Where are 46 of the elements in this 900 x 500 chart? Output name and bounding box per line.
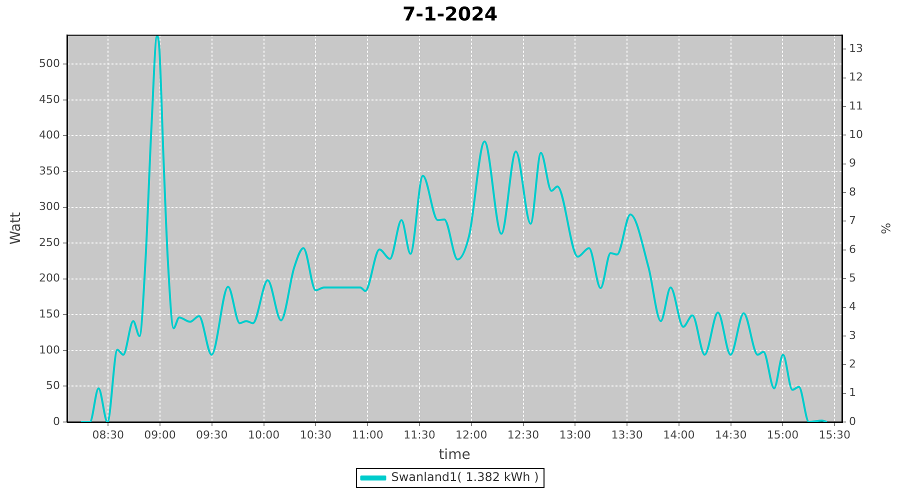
x-tick-label: 12:30 [507,428,540,442]
x-tick-label: 15:00 [766,428,799,442]
y2-tick-label: 11 [849,99,863,112]
x-tick-label: 15:30 [818,428,850,442]
y-tick-label: 100 [39,343,60,356]
y-tick-label: 300 [39,200,60,214]
y2-tick-label: 2 [849,357,856,370]
x-tick-label: 11:30 [404,428,436,442]
y-tick-label: 450 [39,92,60,106]
chart-title: 7-1-2024 [402,3,498,26]
y-tick-label: 500 [39,57,60,70]
y2-tick-label: 5 [849,271,856,284]
x-tick-label: 12:00 [456,428,488,442]
y-tick-label: 200 [39,272,60,285]
x-tick-label: 09:00 [144,428,176,442]
x-tick-label: 14:30 [714,428,747,442]
y2-tick-label: 0 [849,414,856,428]
y2-axis-title: % [878,222,893,234]
y-tick-label: 150 [39,308,60,321]
x-tick-label: 10:30 [300,428,332,442]
x-tick-label: 10:00 [248,428,280,442]
x-tick-label: 11:00 [352,428,384,442]
y2-tick-label: 4 [849,300,856,314]
y-tick-label: 50 [46,379,60,392]
y-tick-label: 250 [39,236,60,249]
y-tick-label: 400 [39,128,60,142]
x-tick-label: 14:00 [663,428,695,442]
x-axis-title: time [438,447,470,464]
line-series [80,35,828,422]
y-tick-label: 0 [53,414,60,428]
y-tick-label: 350 [39,164,60,178]
y2-tick-label: 9 [849,156,856,170]
x-tick-label: 09:30 [196,428,228,442]
y2-tick-label: 1 [849,386,856,400]
x-tick-label: 08:30 [92,428,124,442]
x-tick-label: 13:00 [559,428,592,442]
x-tick-label: 13:30 [611,428,643,442]
legend-label: Swanland1( 1.382 kWh ) [391,470,539,484]
y2-tick-label: 12 [849,70,863,84]
y2-tick-label: 13 [849,42,863,55]
y2-tick-label: 8 [849,185,856,198]
y2-tick-label: 7 [849,214,856,228]
y2-tick-label: 6 [849,242,856,256]
y2-tick-label: 3 [849,328,856,342]
y-axis-title: Watt [8,212,24,245]
y2-tick-label: 10 [849,128,863,142]
